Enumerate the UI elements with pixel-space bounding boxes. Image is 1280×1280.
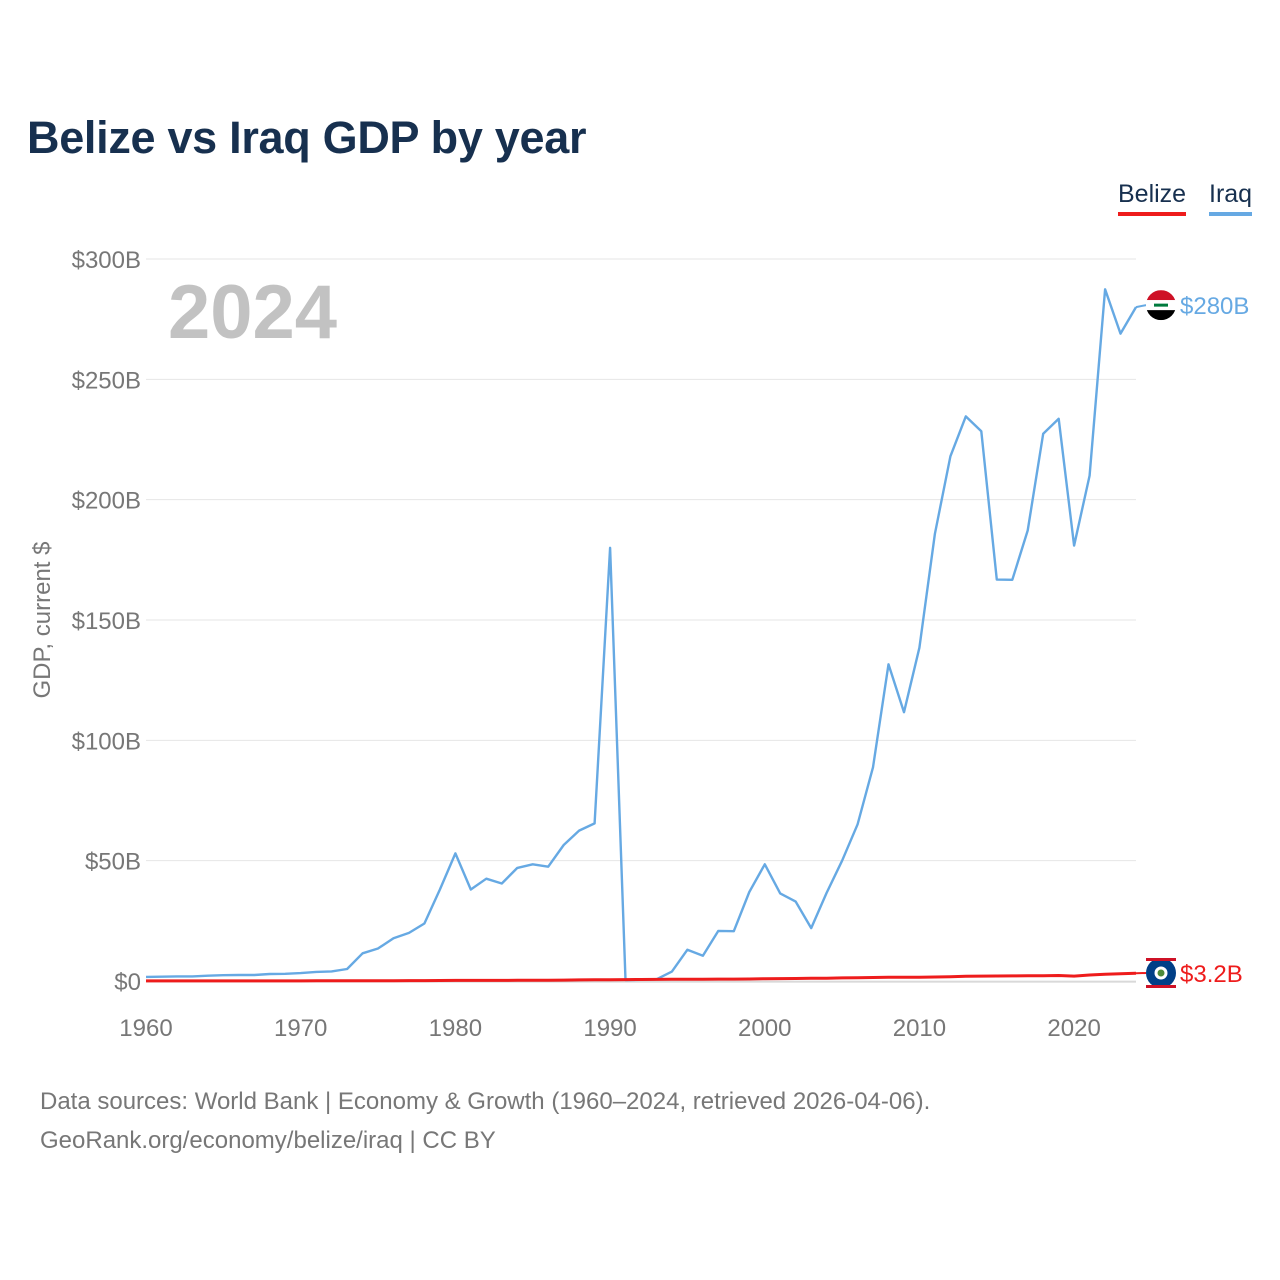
end-value-label-iraq: $280B — [1180, 293, 1249, 320]
series-line-iraq[interactable] — [145, 288, 1138, 982]
y-tick-label: $250B — [72, 367, 141, 394]
y-tick-label: $50B — [85, 849, 141, 876]
legend-iraq[interactable]: Iraq — [1209, 180, 1253, 216]
y-tick-label: $100B — [72, 728, 141, 755]
x-tick-label: 1970 — [274, 1015, 327, 1042]
x-axis: 1960 1970 1980 1990 2000 2010 2020 — [119, 1015, 1101, 1042]
x-tick-label: 2000 — [738, 1015, 791, 1042]
x-tick-label: 1990 — [583, 1015, 636, 1042]
footer: Data sources: World Bank | Economy & Gro… — [40, 1082, 930, 1160]
series-line-belize[interactable] — [146, 971, 1137, 983]
y-tick-label: $300B — [72, 247, 141, 274]
end-markers: $3.2B $280B — [1135, 290, 1249, 988]
chart-title: Belize vs Iraq GDP by year — [27, 112, 587, 163]
x-tick-label: 1980 — [429, 1015, 482, 1042]
x-tick-label: 2020 — [1047, 1015, 1100, 1042]
credit-link[interactable]: GeoRank.org/economy/belize/iraq | CC BY — [40, 1127, 496, 1154]
belize-flag-icon — [1146, 958, 1176, 988]
y-tick-label: $0 — [114, 969, 141, 996]
x-tick-label: 2010 — [893, 1015, 946, 1042]
y-tick-label: $200B — [72, 488, 141, 515]
series-group — [145, 288, 1138, 983]
gdp-line-chart: 2024 $0 $50B $100B $150B $200B $250B $300B 196… — [29, 247, 1249, 1042]
x-tick-label: 1960 — [119, 1015, 172, 1042]
data-sources: Data sources: World Bank | Economy & Gro… — [40, 1088, 931, 1115]
end-value-label-belize: $3.2B — [1180, 961, 1243, 988]
iraq-flag-icon — [1146, 290, 1176, 321]
grid-lines — [146, 258, 1136, 983]
y-axis-label: GDP, current $ — [29, 542, 56, 699]
year-watermark: 2024 — [168, 270, 337, 355]
y-tick-label: $150B — [72, 608, 141, 635]
end-connector — [1135, 304, 1147, 309]
y-axis: $0 $50B $100B $150B $200B $250B $300B — [72, 247, 141, 996]
legend-belize[interactable]: Belize — [1118, 180, 1187, 216]
